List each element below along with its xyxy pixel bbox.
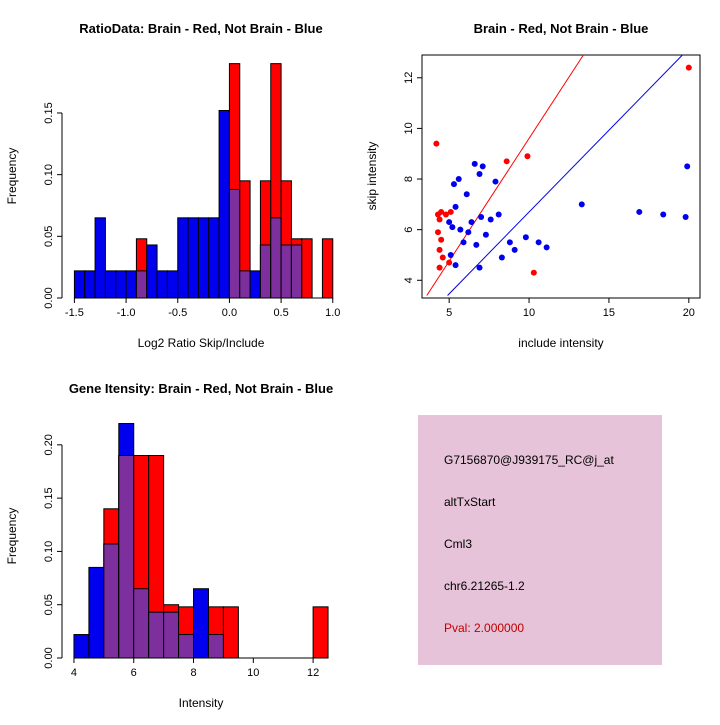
ratio-histogram-title: RatioData: Brain - Red, Not Brain - Blue [79,21,322,36]
gene-histogram-chart: Gene Itensity: Brain - Red, Not Brain - … [5,381,333,710]
scatter-xlabel: include intensity [518,336,603,350]
svg-text:10: 10 [523,307,535,319]
svg-text:5: 5 [446,307,452,319]
svg-text:0.15: 0.15 [43,102,55,123]
svg-text:8: 8 [403,176,415,182]
gene-info-box: G7156870@J939175_RC@j_at altTxStart Cml3… [418,415,662,665]
ratio-histogram-panel: RatioData: Brain - Red, Not Brain - Blue… [0,0,360,360]
svg-text:12: 12 [307,667,319,679]
svg-text:8: 8 [190,667,196,679]
svg-text:4: 4 [403,277,415,283]
svg-text:0.10: 0.10 [43,541,55,562]
svg-text:6: 6 [131,667,137,679]
ratio-histogram-ylabel: Frequency [5,148,19,205]
ratio-histogram-plot: -1.5 -1.0 -0.5 0.0 0.5 1.0 0.00 0.05 0.10 0.15 [43,63,340,319]
ratio-histogram-xlabel: Log2 Ratio Skip/Include [138,336,265,350]
svg-text:0.20: 0.20 [43,434,55,455]
svg-text:6: 6 [403,227,415,233]
info-line-chromosome-location: chr6.21265-1.2 [444,579,525,593]
svg-text:0.15: 0.15 [43,487,55,508]
svg-text:10: 10 [403,122,415,134]
svg-text:0.0: 0.0 [222,307,237,319]
svg-text:-1.5: -1.5 [65,307,84,319]
svg-text:0.05: 0.05 [43,594,55,615]
svg-text:0.10: 0.10 [43,164,55,185]
info-line-alt-tx-start: altTxStart [444,495,496,509]
svg-text:-1.0: -1.0 [117,307,136,319]
gene-histogram-ylabel: Frequency [5,508,19,565]
svg-text:20: 20 [683,307,695,319]
gene-histogram-panel: Gene Itensity: Brain - Red, Not Brain - … [0,360,360,720]
info-line-probe-id: G7156870@J939175_RC@j_at [444,453,614,467]
scatter-chart: Brain - Red, Not Brain - Blue 5 10 15 20 4 6 8… [365,21,701,350]
scatter-ylabel: skip intensity [365,142,379,211]
svg-text:1.0: 1.0 [325,307,340,319]
svg-text:-0.5: -0.5 [168,307,187,319]
svg-text:0.05: 0.05 [43,226,55,247]
svg-text:4: 4 [71,667,77,679]
gene-histogram-plot: 4 6 8 10 12 0.00 0.05 0.10 0.15 0.20 [43,423,329,679]
scatter-panel: Brain - Red, Not Brain - Blue 5 10 15 20 4 6 8… [360,0,720,360]
svg-text:0.00: 0.00 [43,287,55,308]
gene-histogram-xlabel: Intensity [179,696,224,710]
svg-text:0.00: 0.00 [43,647,55,668]
svg-text:0.5: 0.5 [273,307,288,319]
info-line-gene-name: Cml3 [444,537,473,551]
svg-text:15: 15 [603,307,615,319]
svg-text:12: 12 [403,72,415,84]
scatter-title: Brain - Red, Not Brain - Blue [474,21,649,36]
svg-text:10: 10 [247,667,259,679]
gene-histogram-title: Gene Itensity: Brain - Red, Not Brain - … [69,381,333,396]
scatter-plot: 5 10 15 20 4 6 8 10 12 [403,54,701,319]
info-line-pval: Pval: 2.000000 [444,621,525,635]
info-panel: G7156870@J939175_RC@j_at altTxStart Cml3… [360,360,720,720]
ratio-histogram-chart: RatioData: Brain - Red, Not Brain - Blue… [5,21,340,350]
